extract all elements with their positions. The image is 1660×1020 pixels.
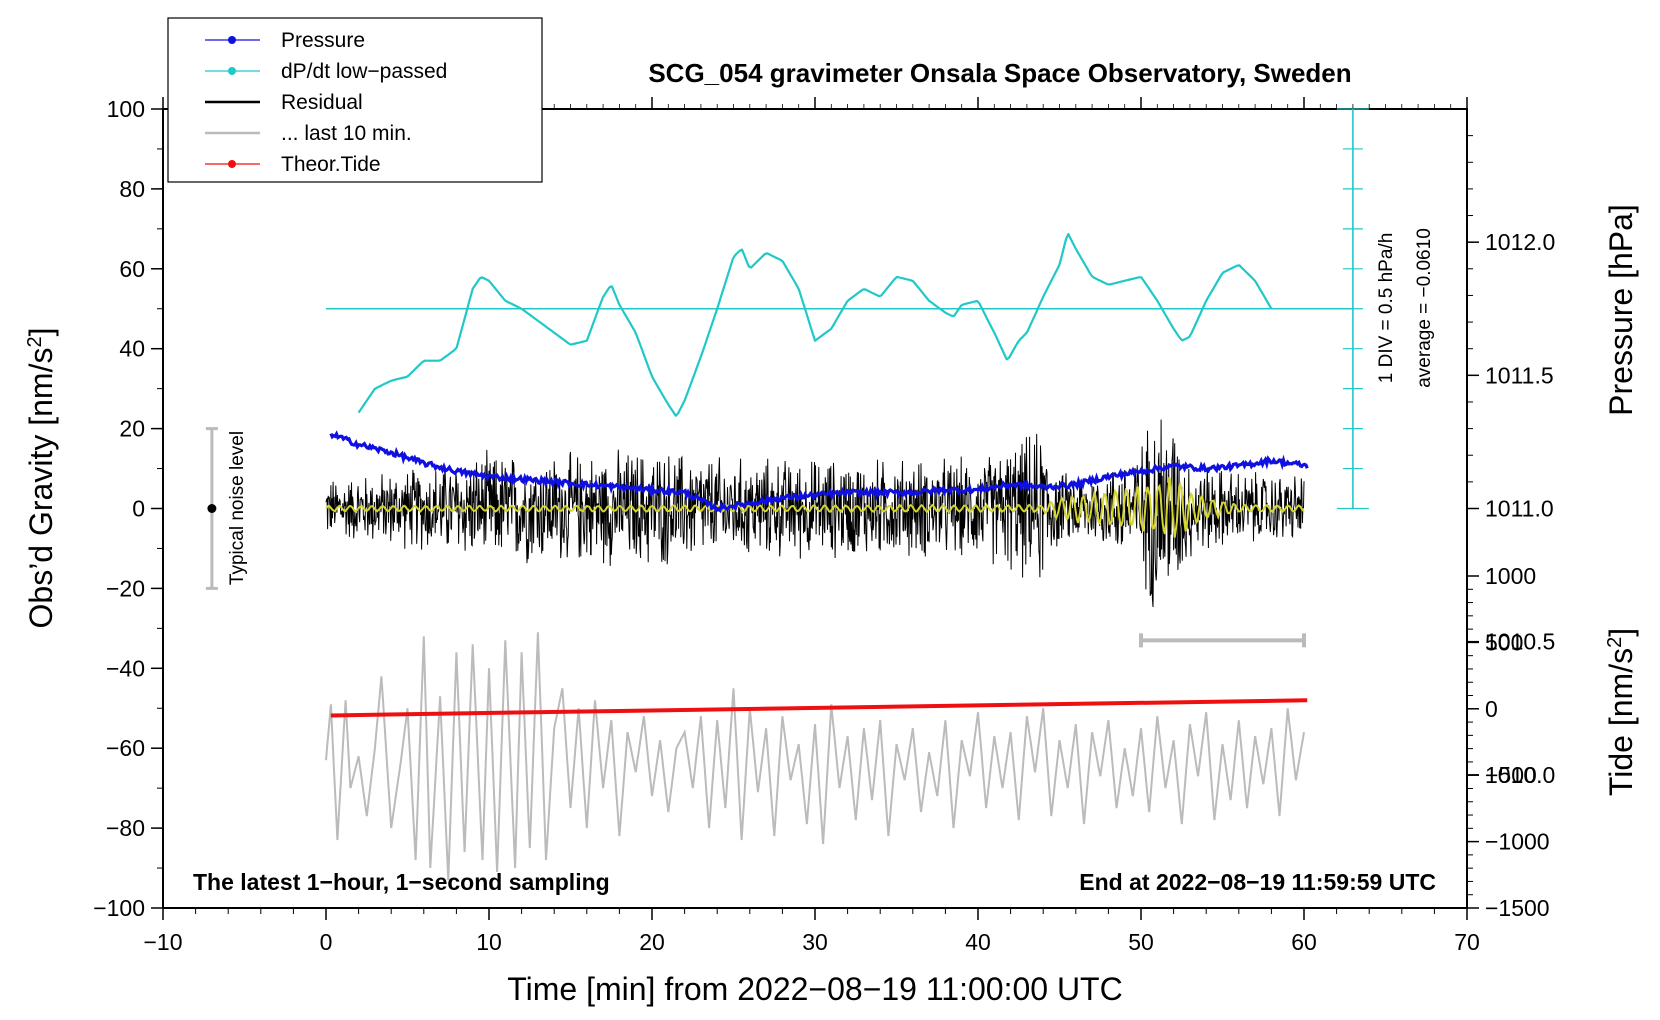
- y-tick-label: −80: [106, 815, 145, 841]
- series-smoothed-residual: [325, 476, 1305, 538]
- noise-level-label: Typical noise level: [227, 431, 248, 585]
- last-10-min-line: [325, 632, 1305, 881]
- last-10-min-bar: [1139, 633, 1306, 648]
- y-axis-title-tide-text: Tide [nm/s: [1603, 648, 1639, 796]
- pressure-tick-label: 1010.5: [1485, 629, 1555, 655]
- legend-label: Theor.Tide: [281, 153, 381, 176]
- x-tick-label: 0: [320, 929, 333, 955]
- y-axis-tide: 1000 500 0 −500 −1000 −1500: [1467, 563, 1550, 921]
- tide-tick-label: −1500: [1485, 895, 1550, 921]
- x-tick-label: 50: [1128, 929, 1154, 955]
- y-tick-label: 100: [107, 96, 145, 122]
- y-axis-title-pressure: Pressure [hPa]: [1603, 204, 1639, 416]
- legend-entry: ... last 10 min.: [205, 122, 412, 145]
- pressure-line: [329, 430, 1309, 514]
- x-axis-title: Time [min] from 2022−08−19 11:00:00 UTC: [507, 971, 1122, 1007]
- tide-tick-label: −1000: [1485, 829, 1550, 855]
- noise-bar-center-dot: [207, 504, 217, 513]
- dpdt-scale-bar: [1336, 108, 1369, 510]
- y-tick-label: 60: [119, 256, 145, 282]
- y-tick-label: 80: [119, 176, 145, 202]
- y-tick-label: −60: [106, 735, 145, 761]
- chart-title: SCG_054 gravimeter Onsala Space Observat…: [648, 58, 1351, 88]
- legend-swatch-marker: [228, 67, 236, 75]
- legend-entry: Theor.Tide: [205, 153, 381, 176]
- series-last-10-min: [325, 632, 1305, 881]
- dpdt-average-label: average = −0.0610: [1414, 228, 1435, 388]
- series-theor-tide: [330, 698, 1308, 718]
- x-axis: −10 0 10 20 30 40 50 60 70: [143, 97, 1480, 955]
- y-axis-pressure: 1012.0 1011.5 1011.0 1010.5 1010.0: [1467, 135, 1555, 788]
- noise-level-bar: [205, 427, 218, 590]
- x-tick-label: 30: [802, 929, 828, 955]
- smoothed-residual-line: [325, 476, 1305, 538]
- annotation-end-time: End at 2022−08−19 11:59:59 UTC: [1079, 869, 1436, 895]
- x-tick-label: −10: [143, 929, 182, 955]
- pressure-tick-label: 1010.0: [1485, 762, 1555, 788]
- legend-box: [167, 17, 543, 183]
- y-tick-label: 0: [132, 496, 145, 522]
- y-axis-left: 100 80 60 40 20 0 −20 −40 −60 −80 −100: [93, 96, 163, 921]
- tide-tick-label: 0: [1485, 696, 1498, 722]
- y-tick-label: −100: [93, 895, 145, 921]
- x-tick-label: 60: [1291, 929, 1317, 955]
- y-axis-title-gravity-end: ]: [23, 328, 59, 337]
- series-pressure: [329, 430, 1309, 514]
- legend-swatch-marker: [228, 160, 236, 168]
- y-tick-label: −20: [106, 575, 145, 601]
- y-tick-label: 40: [119, 336, 145, 362]
- legend-label: Pressure: [281, 29, 365, 52]
- residual-line: [325, 419, 1305, 608]
- series-residual: [325, 419, 1305, 608]
- y-tick-label: 20: [119, 416, 145, 442]
- legend-label: ... last 10 min.: [281, 122, 412, 145]
- annotation-latest-hour: The latest 1−hour, 1−second sampling: [193, 869, 610, 895]
- y-axis-title-tide-sup: 2: [1604, 637, 1626, 648]
- x-tick-label: 20: [639, 929, 665, 955]
- y-axis-title-gravity-sup: 2: [24, 336, 46, 347]
- tide-tick-label: 1000: [1485, 563, 1536, 589]
- legend-items: Pressure dP/dt low−passed Residual ... last…: [205, 29, 447, 176]
- dpdt-line: [357, 233, 1273, 417]
- legend-entry: Residual: [205, 91, 363, 114]
- series-dpdt-low-passed: [326, 233, 1353, 417]
- legend-entry: dP/dt low−passed: [205, 60, 447, 83]
- y-axis-title-gravity-text: Obs’d Gravity [nm/s: [23, 348, 59, 629]
- pressure-tick-label: 1011.0: [1485, 496, 1554, 522]
- tide-tick-label: −500: [1485, 762, 1537, 788]
- dpdt-scale-label: 1 DIV = 0.5 hPa/h: [1376, 233, 1397, 384]
- legend-swatch-marker: [228, 36, 236, 44]
- theor-tide-line: [330, 698, 1308, 718]
- y-tick-label: −40: [106, 655, 145, 681]
- legend-label: Residual: [281, 91, 363, 114]
- y-axis-title-tide: Tide [nm/s2]: [1603, 628, 1639, 796]
- y-axis-title-tide-end: ]: [1603, 628, 1639, 637]
- x-tick-label: 10: [476, 929, 502, 955]
- y-axis-title-gravity: Obs’d Gravity [nm/s2]: [23, 328, 59, 629]
- legend-entry: Pressure: [205, 29, 365, 52]
- pressure-tick-label: 1011.5: [1485, 362, 1554, 388]
- x-tick-label: 40: [965, 929, 991, 955]
- tide-tick-label: 500: [1485, 629, 1523, 655]
- legend-label: dP/dt low−passed: [281, 60, 447, 83]
- x-tick-label: 70: [1454, 929, 1480, 955]
- legend: Pressure dP/dt low−passed Residual ... last…: [167, 17, 543, 183]
- pressure-tick-label: 1012.0: [1485, 229, 1555, 255]
